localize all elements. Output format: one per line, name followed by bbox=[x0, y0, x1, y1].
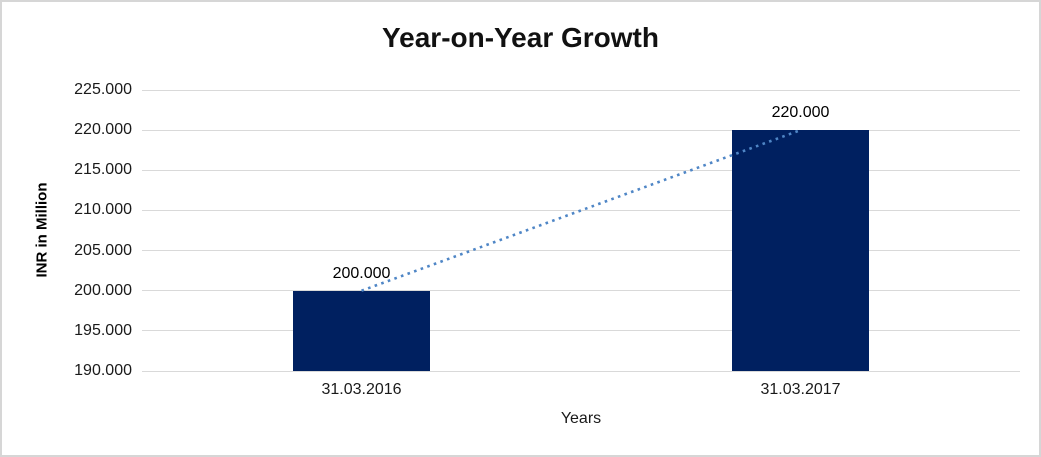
plot-area: 200.000 220.000 bbox=[142, 89, 1020, 372]
data-label: 200.000 bbox=[332, 264, 391, 282]
gridline bbox=[142, 169, 1020, 171]
x-category-label: 31.03.2017 bbox=[760, 381, 841, 398]
gridline bbox=[142, 89, 1020, 91]
y-tick-label: 215.000 bbox=[74, 161, 132, 179]
gridline bbox=[142, 250, 1020, 252]
y-tick-label: 195.000 bbox=[74, 321, 132, 339]
trendline bbox=[361, 128, 801, 292]
chart-title: Year-on-Year Growth bbox=[382, 22, 659, 53]
gridline bbox=[142, 129, 1020, 131]
y-tick-label: 220.000 bbox=[74, 121, 132, 139]
y-axis-title: INR in Million bbox=[33, 182, 51, 278]
x-axis-title: Years bbox=[560, 410, 602, 427]
x-category-label: 31.03.2016 bbox=[321, 381, 402, 398]
bar bbox=[732, 130, 869, 371]
gridline bbox=[142, 330, 1020, 332]
y-tick-label: 200.000 bbox=[74, 281, 132, 299]
y-tick-label: 205.000 bbox=[74, 241, 132, 259]
gridline bbox=[142, 209, 1020, 211]
y-tick-label: 210.000 bbox=[74, 201, 132, 219]
gridline bbox=[142, 290, 1020, 292]
y-tick-label: 190.000 bbox=[74, 362, 132, 379]
bar bbox=[293, 290, 430, 371]
gridline bbox=[142, 370, 1020, 372]
y-tick-label: 225.000 bbox=[74, 81, 132, 98]
data-label: 220.000 bbox=[771, 104, 830, 122]
